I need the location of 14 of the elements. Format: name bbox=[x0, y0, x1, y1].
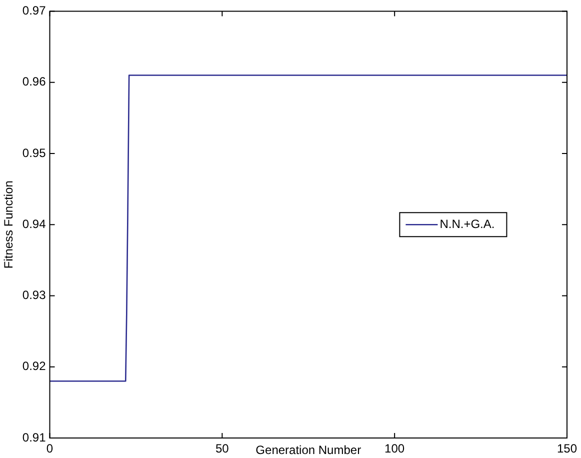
y-tick-label: 0.94 bbox=[22, 216, 46, 231]
x-tick-label: 0 bbox=[46, 442, 54, 456]
y-tick-label: 0.91 bbox=[22, 430, 46, 444]
y-tick-label: 0.93 bbox=[22, 288, 46, 302]
x-tick-label: 150 bbox=[556, 442, 578, 456]
x-axis-title: Generation Number bbox=[256, 443, 362, 458]
y-tick-label: 0.95 bbox=[22, 146, 46, 160]
y-tick-label: 0.97 bbox=[22, 4, 46, 18]
y-tick-label: 0.96 bbox=[22, 74, 46, 89]
y-axis-title: Fitness Function bbox=[2, 180, 16, 269]
y-tick-label: 0.92 bbox=[22, 359, 46, 374]
x-tick-label: 50 bbox=[215, 442, 230, 456]
legend-label: N.N.+G.A. bbox=[440, 216, 495, 231]
x-tick-label: 100 bbox=[384, 442, 405, 456]
